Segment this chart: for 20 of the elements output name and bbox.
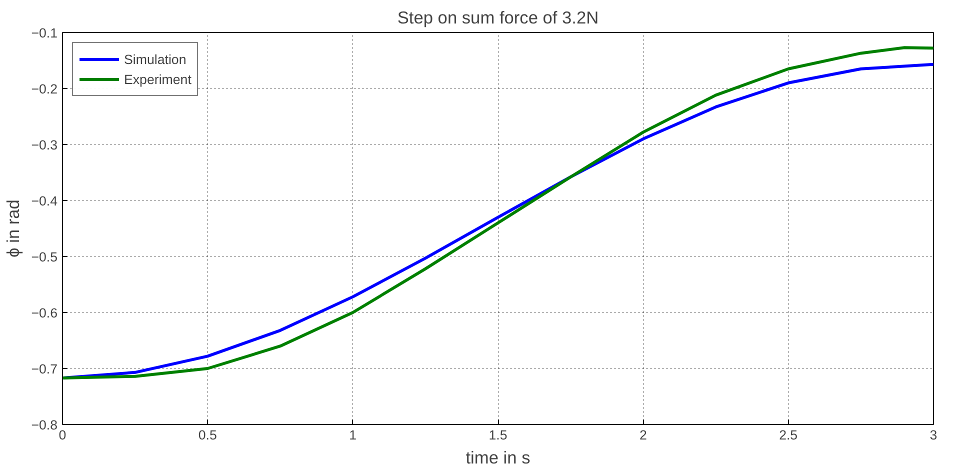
y-tick-label: −0.4 <box>31 194 58 208</box>
y-tick-label: −0.3 <box>31 138 58 152</box>
y-tick-label: −0.8 <box>31 418 58 432</box>
x-tick-label: 2 <box>639 428 647 442</box>
x-tick-label: 0 <box>58 428 66 442</box>
y-tick-label: −0.5 <box>31 250 58 264</box>
x-tick-label: 0.5 <box>198 428 217 442</box>
y-tick-label: −0.1 <box>31 26 58 40</box>
x-tick-label: 1 <box>349 428 357 442</box>
y-axis-title: ϕ in rad <box>3 200 24 258</box>
x-tick-label: 2.5 <box>779 428 798 442</box>
legend-label: Experiment <box>124 72 192 86</box>
x-tick-label: 1.5 <box>488 428 508 442</box>
legend-label: Simulation <box>124 52 186 66</box>
y-tick-label: −0.2 <box>31 82 58 96</box>
x-tick-label: 3 <box>930 428 938 442</box>
chart-title: Step on sum force of 3.2N <box>397 8 599 28</box>
x-axis-title: time in s <box>466 448 531 468</box>
y-tick-label: −0.7 <box>31 362 58 376</box>
y-tick-label: −0.6 <box>31 306 58 320</box>
